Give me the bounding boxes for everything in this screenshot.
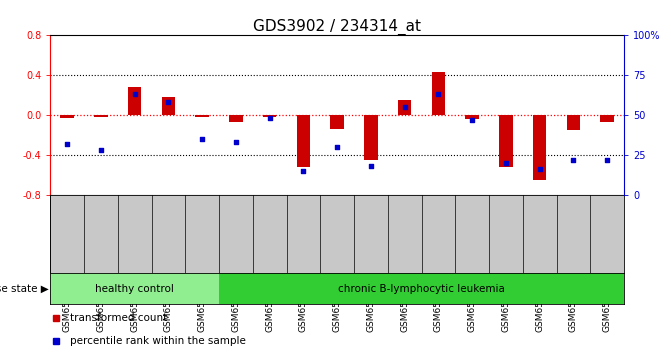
Bar [330, 115, 344, 129]
Bar [466, 115, 479, 119]
Bar [364, 115, 378, 160]
Point [433, 92, 444, 97]
Title: GDS3902 / 234314_at: GDS3902 / 234314_at [253, 19, 421, 35]
Point [501, 160, 511, 166]
Point [568, 157, 579, 162]
Point [130, 92, 140, 97]
Bar [229, 115, 243, 122]
Bar [60, 115, 74, 118]
Bar [566, 115, 580, 130]
Text: healthy control: healthy control [95, 284, 174, 293]
Point [332, 144, 343, 150]
Point [298, 168, 309, 173]
Point [534, 166, 545, 172]
Bar [94, 115, 107, 117]
Bar [195, 115, 209, 117]
Text: percentile rank within the sample: percentile rank within the sample [70, 336, 246, 346]
Bar [128, 87, 142, 115]
Point [602, 157, 613, 162]
Bar [431, 72, 445, 115]
Bar [533, 115, 546, 180]
Point [231, 139, 242, 145]
Point [399, 104, 410, 110]
Text: transformed count: transformed count [70, 313, 168, 323]
Bar [263, 115, 276, 117]
Text: chronic B-lymphocytic leukemia: chronic B-lymphocytic leukemia [338, 284, 505, 293]
Bar [601, 115, 614, 122]
Bar [162, 97, 175, 115]
Point [264, 115, 275, 121]
Bar [297, 115, 310, 167]
Bar [499, 115, 513, 167]
Bar [50, 273, 219, 304]
Bar [398, 100, 411, 115]
Point [197, 136, 207, 142]
Point [163, 99, 174, 105]
Point [366, 163, 376, 169]
Point [95, 147, 106, 153]
Point [467, 117, 478, 122]
Text: disease state ▶: disease state ▶ [0, 284, 48, 293]
Point [62, 141, 72, 147]
Bar [219, 273, 624, 304]
